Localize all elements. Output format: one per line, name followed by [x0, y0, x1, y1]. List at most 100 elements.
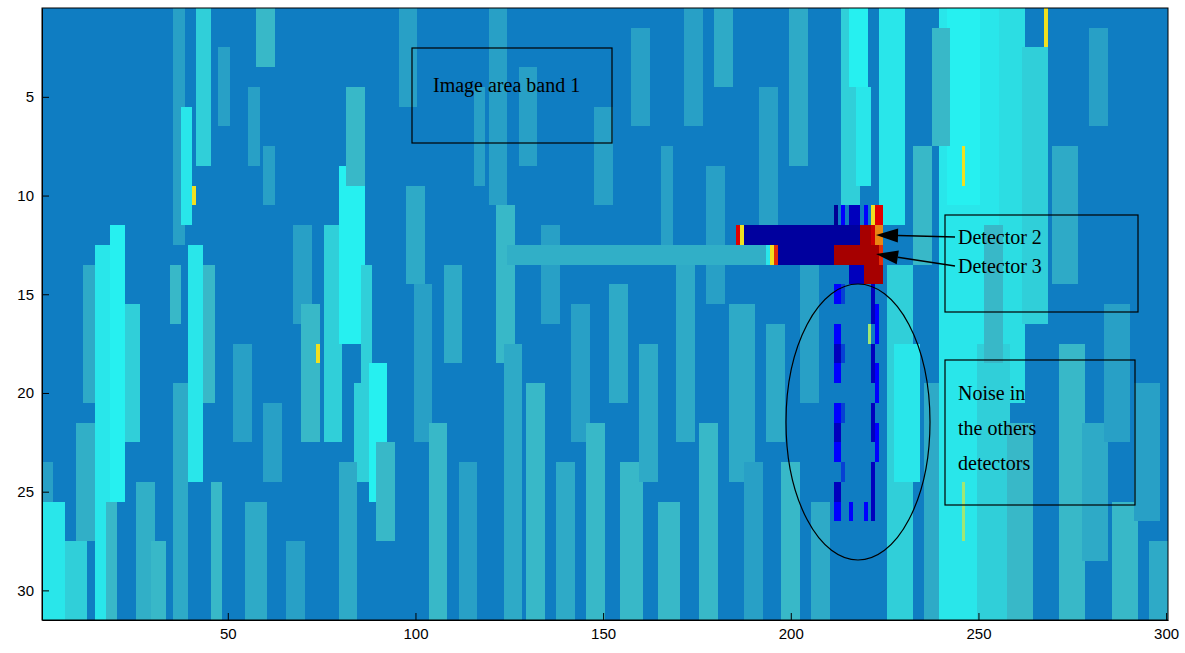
- y-tick-label: 30: [17, 582, 34, 599]
- heatmap-cell: [661, 146, 672, 245]
- y-tick-mark: [42, 196, 49, 197]
- heatmap-cell: [684, 8, 703, 126]
- heatmap-cell: [849, 265, 864, 285]
- heatmap-cell: [1022, 47, 1048, 323]
- x-tick-label: 300: [1154, 625, 1179, 642]
- heatmap-cell: [301, 304, 320, 442]
- heatmap-cell: [211, 482, 222, 620]
- heatmap-cell: [834, 442, 842, 462]
- x-tick-label: 200: [779, 625, 804, 642]
- y-axis-line: [42, 9, 43, 621]
- arrow-head: [876, 229, 898, 243]
- heatmap-cell: [192, 186, 196, 206]
- heatmap-cell: [42, 8, 1168, 620]
- heatmap-cell: [875, 205, 883, 225]
- heatmap-cell: [1059, 344, 1085, 620]
- heatmap-cell: [1082, 423, 1108, 561]
- heatmap-cell: [834, 502, 842, 522]
- heatmap-cell: [1134, 383, 1160, 521]
- heatmap-cell: [676, 265, 695, 443]
- heatmap-cell: [849, 205, 860, 225]
- heatmap-cell: [875, 304, 879, 343]
- heatmap-cell: [860, 225, 871, 245]
- heatmap-cell: [864, 265, 883, 285]
- heatmap-cell: [489, 8, 508, 205]
- heatmap-cell: [841, 403, 845, 423]
- y-tick: 5: [26, 88, 49, 105]
- heatmap-cell: [811, 502, 830, 620]
- heatmap-cell: [286, 541, 305, 620]
- heatmap-cell: [429, 423, 448, 620]
- x-tick-mark: [791, 613, 792, 620]
- heatmap-cell: [346, 87, 365, 186]
- heatmap-cell: [571, 304, 590, 442]
- heatmap-cell: [759, 87, 778, 225]
- heatmap-cell: [849, 502, 853, 522]
- plot-frame: [42, 8, 1168, 620]
- y-tick-mark: [42, 97, 49, 98]
- heatmap-cell: [406, 186, 425, 285]
- heatmap-cell: [263, 403, 282, 482]
- heatmap-cell: [781, 462, 800, 620]
- heatmap-cell: [744, 462, 763, 620]
- heatmap-cell: [639, 344, 658, 482]
- x-tick: 150: [591, 613, 616, 642]
- y-axis: 51015202530: [17, 9, 49, 621]
- heatmap-cell: [1149, 541, 1168, 620]
- x-tick: 250: [966, 613, 991, 642]
- heatmap-cell: [196, 8, 211, 166]
- y-tick-mark: [42, 492, 49, 493]
- heatmap-cell: [110, 225, 125, 501]
- heatmap-cell: [106, 502, 117, 620]
- annotation-text: Detector 3: [958, 255, 1042, 277]
- heatmap-cell: [609, 284, 628, 402]
- heatmap-cell: [789, 8, 808, 166]
- heatmap-cell: [774, 245, 778, 265]
- heatmap-cell: [218, 47, 229, 126]
- heatmap-cell: [894, 344, 920, 482]
- heatmap-cell: [871, 284, 875, 323]
- heatmap-cell: [962, 482, 966, 541]
- heatmap-cell: [125, 304, 140, 442]
- heatmap-cell: [376, 442, 395, 541]
- heatmap-cell: [841, 205, 845, 225]
- y-tick-label: 10: [17, 187, 34, 204]
- heatmap-cell: [631, 28, 650, 127]
- y-tick-mark: [42, 294, 49, 295]
- y-tick: 15: [17, 286, 49, 303]
- y-tick-mark: [42, 393, 49, 394]
- heatmap-cell: [658, 502, 681, 620]
- arrow-shaft: [898, 257, 955, 266]
- heatmap-cell: [173, 383, 188, 620]
- heatmap-cell: [188, 245, 203, 482]
- annotation-text: Image area band 1: [433, 74, 580, 97]
- heatmap-cell: [834, 245, 879, 265]
- y-tick: 25: [17, 483, 49, 500]
- heatmap-cell: [729, 304, 755, 482]
- heatmap-cell: [879, 8, 905, 225]
- annotation-arrow: [876, 229, 955, 243]
- heatmap-cell: [181, 107, 192, 225]
- heatmap-cell: [699, 423, 718, 620]
- heatmap-cell: [248, 87, 259, 166]
- annotation-box: [945, 360, 1135, 505]
- annotation-box: [945, 215, 1138, 312]
- heatmap-cell: [620, 462, 643, 620]
- heatmap-cell: [1089, 28, 1108, 127]
- heatmap-cell: [883, 205, 891, 225]
- heatmap-cell: [507, 245, 766, 265]
- heatmap-cell: [474, 87, 485, 186]
- heatmap-cell: [868, 324, 872, 344]
- chart: 5010015020025030051015202530Image area b…: [0, 0, 1185, 653]
- heatmap-cell: [714, 8, 733, 87]
- heatmap-cell: [834, 344, 842, 364]
- y-tick-label: 5: [26, 88, 34, 105]
- heatmap-cell: [263, 146, 274, 205]
- y-tick-label: 25: [17, 483, 34, 500]
- heatmap-cell: [766, 245, 770, 265]
- annotation-text: Noise in: [958, 382, 1025, 404]
- annotation-box: [412, 48, 612, 143]
- heatmap-cell: [316, 344, 320, 364]
- plot-area: [42, 8, 1168, 620]
- heatmap-cell: [706, 166, 725, 304]
